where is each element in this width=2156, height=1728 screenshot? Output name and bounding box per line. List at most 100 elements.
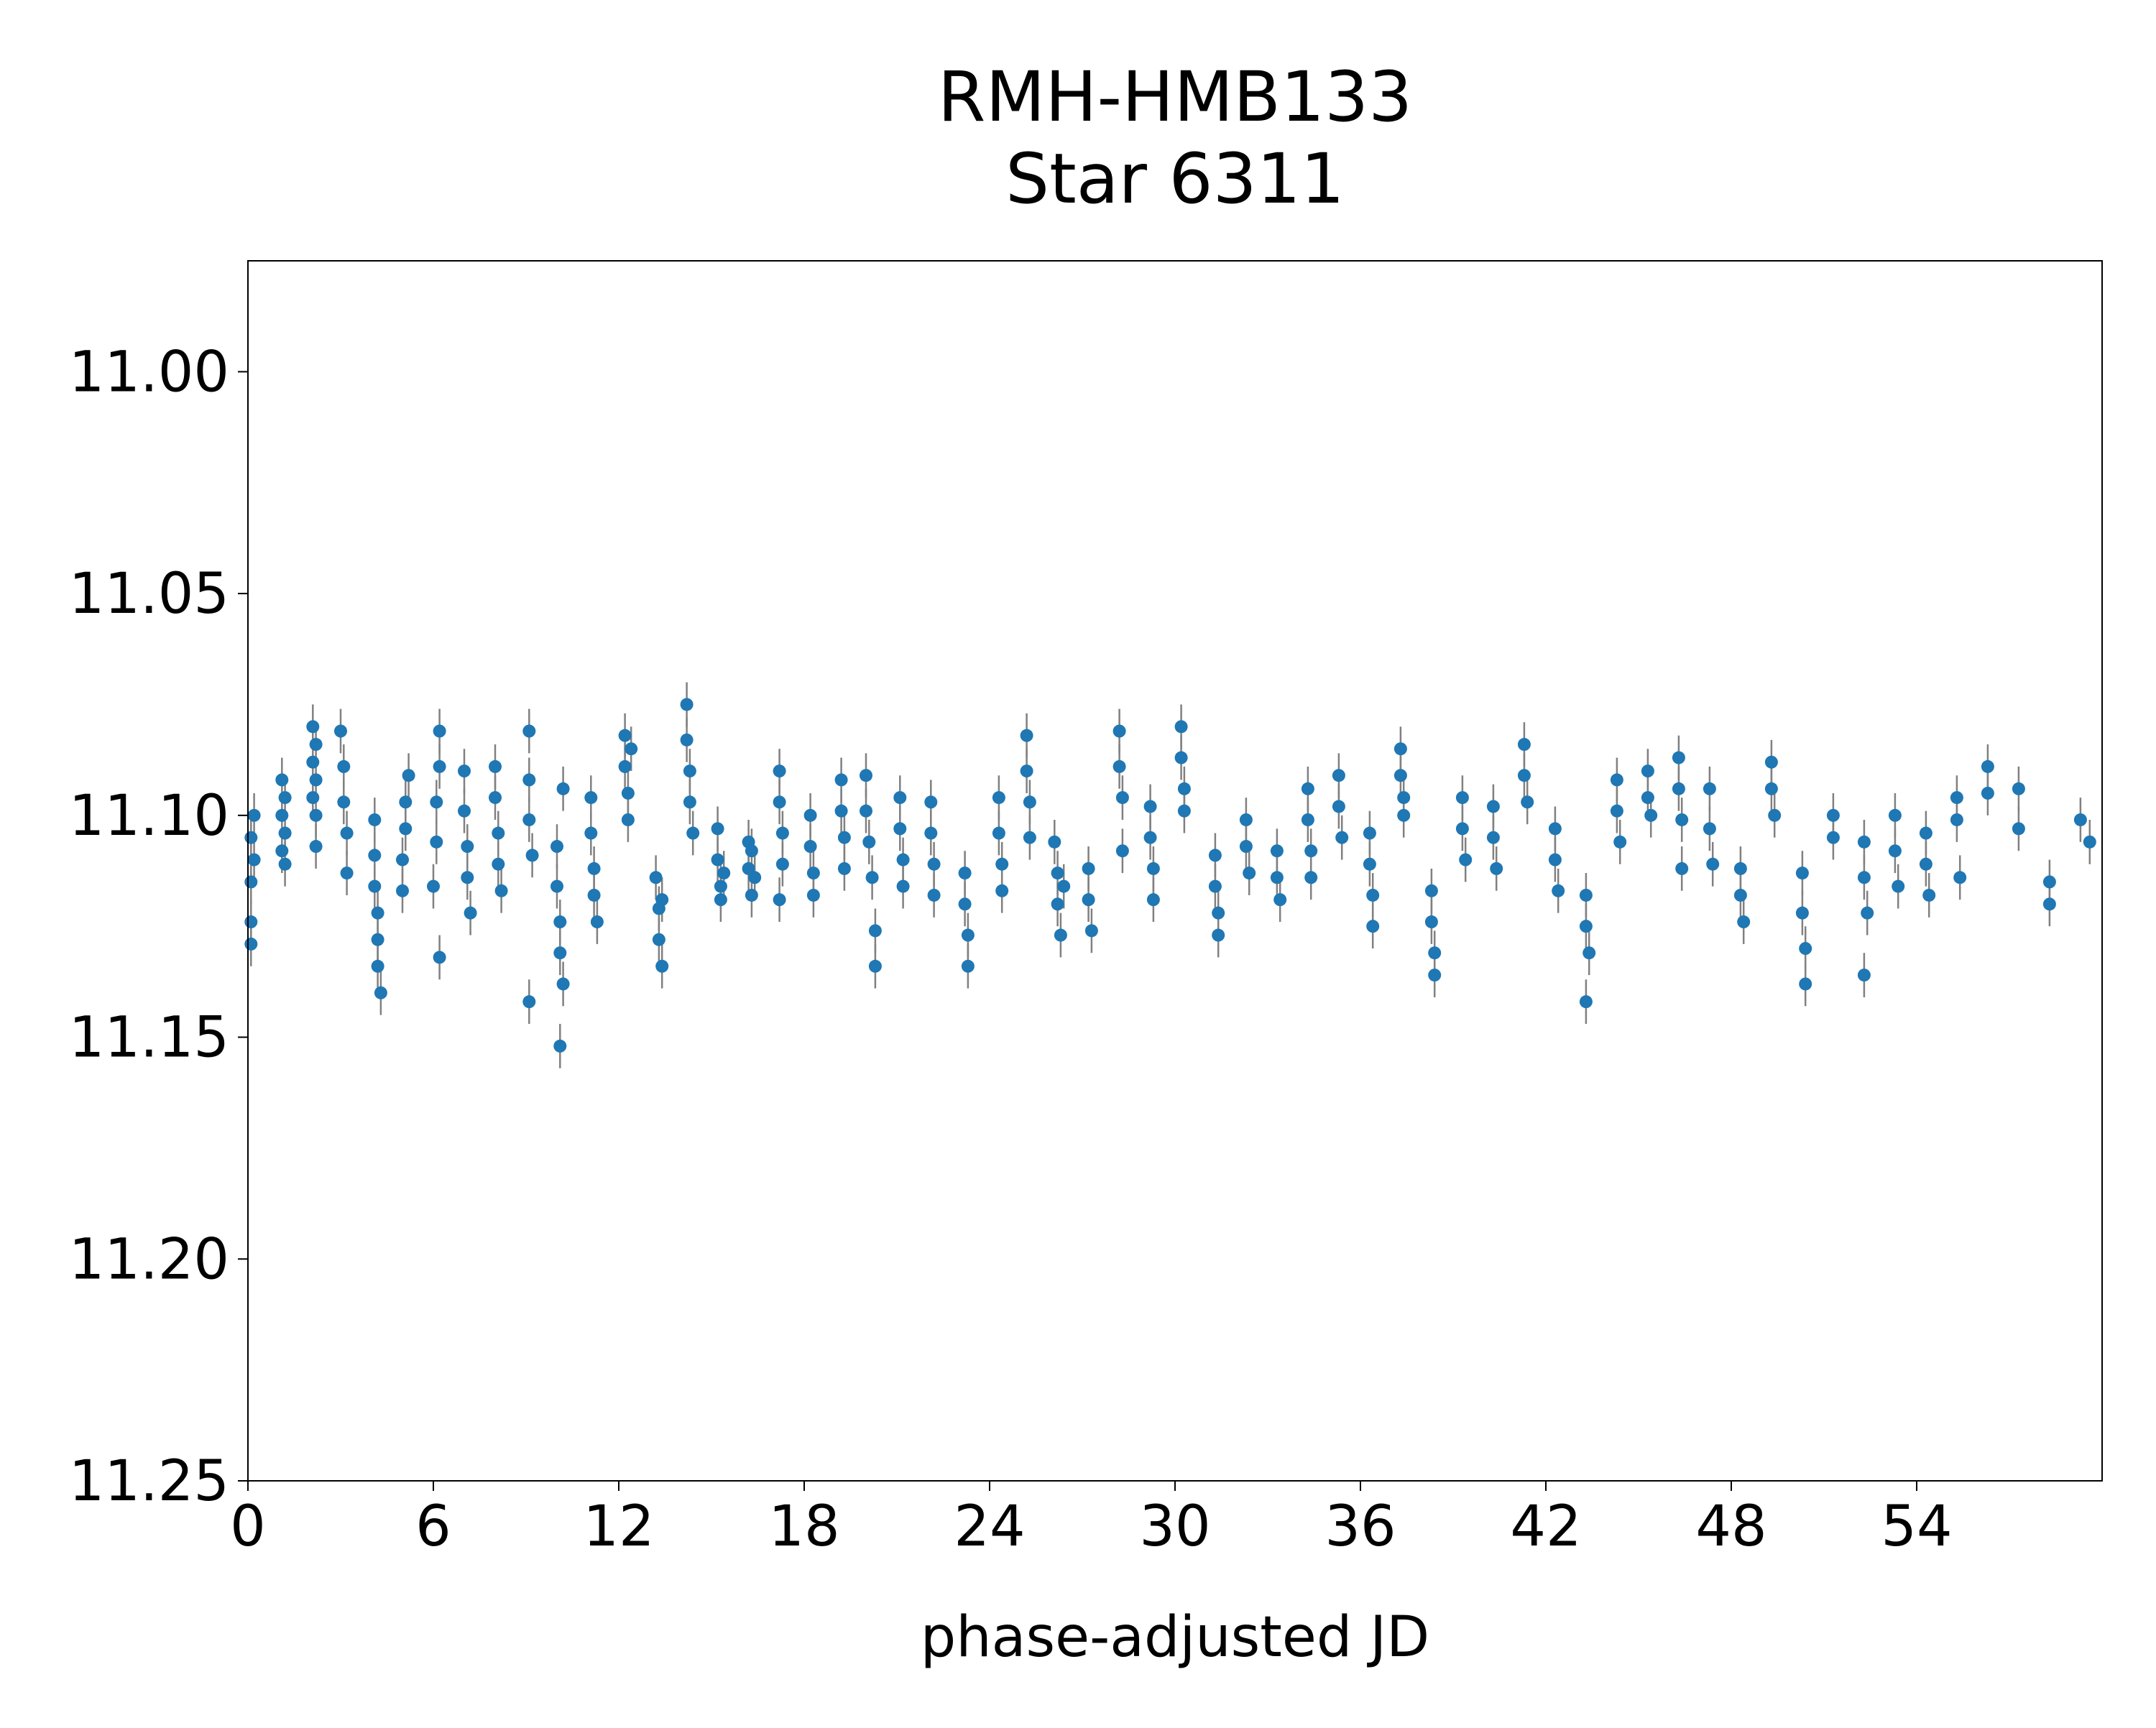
data-point (1795, 867, 1809, 880)
data-point (399, 795, 413, 809)
data-point (1610, 773, 1623, 787)
data-point (587, 861, 601, 875)
data-point (834, 773, 848, 787)
data-point (806, 888, 820, 902)
data-point (1953, 871, 1967, 884)
data-point (430, 795, 443, 809)
data-point (399, 822, 413, 836)
chart-title-line2: Star 6311 (1005, 139, 1345, 219)
data-point (1301, 782, 1314, 795)
data-point (1428, 969, 1442, 982)
data-point (992, 791, 1005, 805)
data-point (402, 769, 415, 782)
data-point (584, 826, 598, 840)
data-point (1332, 769, 1345, 782)
data-point (368, 849, 382, 862)
data-point (711, 822, 724, 836)
data-point (2012, 822, 2025, 836)
data-point (550, 879, 563, 893)
data-point (371, 933, 384, 946)
data-point (340, 826, 354, 840)
data-point (1212, 906, 1225, 920)
data-point (1799, 977, 1812, 991)
data-point (1393, 742, 1407, 756)
data-point (244, 937, 258, 951)
y-tick-label: 11.00 (69, 340, 229, 405)
data-point (368, 879, 382, 893)
data-point (773, 893, 786, 907)
data-point (494, 884, 508, 897)
y-tick-label: 11.25 (69, 1449, 229, 1514)
data-point (924, 826, 938, 840)
data-point (775, 857, 789, 871)
data-point (309, 840, 323, 854)
data-point (1048, 835, 1061, 849)
x-tick-label: 12 (583, 1494, 654, 1559)
data-point (1051, 897, 1064, 911)
data-point (1703, 822, 1716, 836)
data-point (1301, 813, 1314, 826)
data-point (995, 884, 1009, 897)
x-tick-label: 54 (1881, 1494, 1952, 1559)
data-point (306, 791, 320, 805)
data-point (2042, 897, 2056, 911)
y-tick-label: 11.20 (69, 1227, 229, 1292)
data-point (1177, 804, 1191, 818)
data-point (655, 959, 669, 973)
data-point (1706, 857, 1720, 871)
data-point (1737, 915, 1751, 929)
data-point (1644, 808, 1658, 822)
data-point (1146, 861, 1160, 875)
data-point (714, 879, 727, 893)
data-point (862, 835, 876, 849)
data-point (244, 915, 258, 929)
data-point (1799, 942, 1812, 956)
data-point (275, 808, 289, 822)
chart-title-line1: RMH-HMB133 (938, 57, 1412, 137)
data-point (714, 893, 727, 907)
x-tick-label: 24 (954, 1494, 1025, 1559)
data-point (522, 813, 536, 826)
data-point (837, 831, 851, 844)
data-point (371, 906, 384, 920)
data-point (525, 849, 539, 862)
data-point (1177, 782, 1191, 795)
data-point (458, 764, 471, 778)
data-point (1857, 871, 1871, 884)
data-point (1672, 751, 1685, 764)
data-point (773, 764, 786, 778)
data-point (1579, 920, 1593, 933)
data-point (374, 986, 387, 999)
y-tick-label: 11.05 (69, 562, 229, 627)
data-point (584, 791, 598, 805)
x-tick-label: 36 (1325, 1494, 1396, 1559)
data-point (247, 808, 261, 822)
data-point (924, 795, 938, 809)
data-point (1366, 920, 1380, 933)
data-point (745, 888, 758, 902)
data-point (1304, 871, 1318, 884)
data-point (433, 724, 446, 738)
data-point (1857, 835, 1871, 849)
data-point (1583, 946, 1596, 960)
data-point (683, 764, 696, 778)
data-point (1212, 928, 1225, 942)
data-point (837, 861, 851, 875)
data-point (1950, 813, 1963, 826)
data-point (1393, 769, 1407, 782)
data-point (893, 791, 907, 805)
data-point (337, 795, 351, 809)
data-point (1552, 884, 1565, 897)
data-point (1764, 782, 1778, 795)
data-point (1919, 857, 1932, 871)
data-point (806, 867, 820, 880)
data-point (1270, 871, 1284, 884)
data-point (1675, 813, 1689, 826)
data-point (1861, 906, 1874, 920)
data-point (275, 844, 289, 858)
data-point (1082, 893, 1095, 907)
data-point (927, 888, 941, 902)
data-point (1051, 867, 1064, 880)
x-axis-label: phase-adjusted JD (921, 1605, 1430, 1670)
